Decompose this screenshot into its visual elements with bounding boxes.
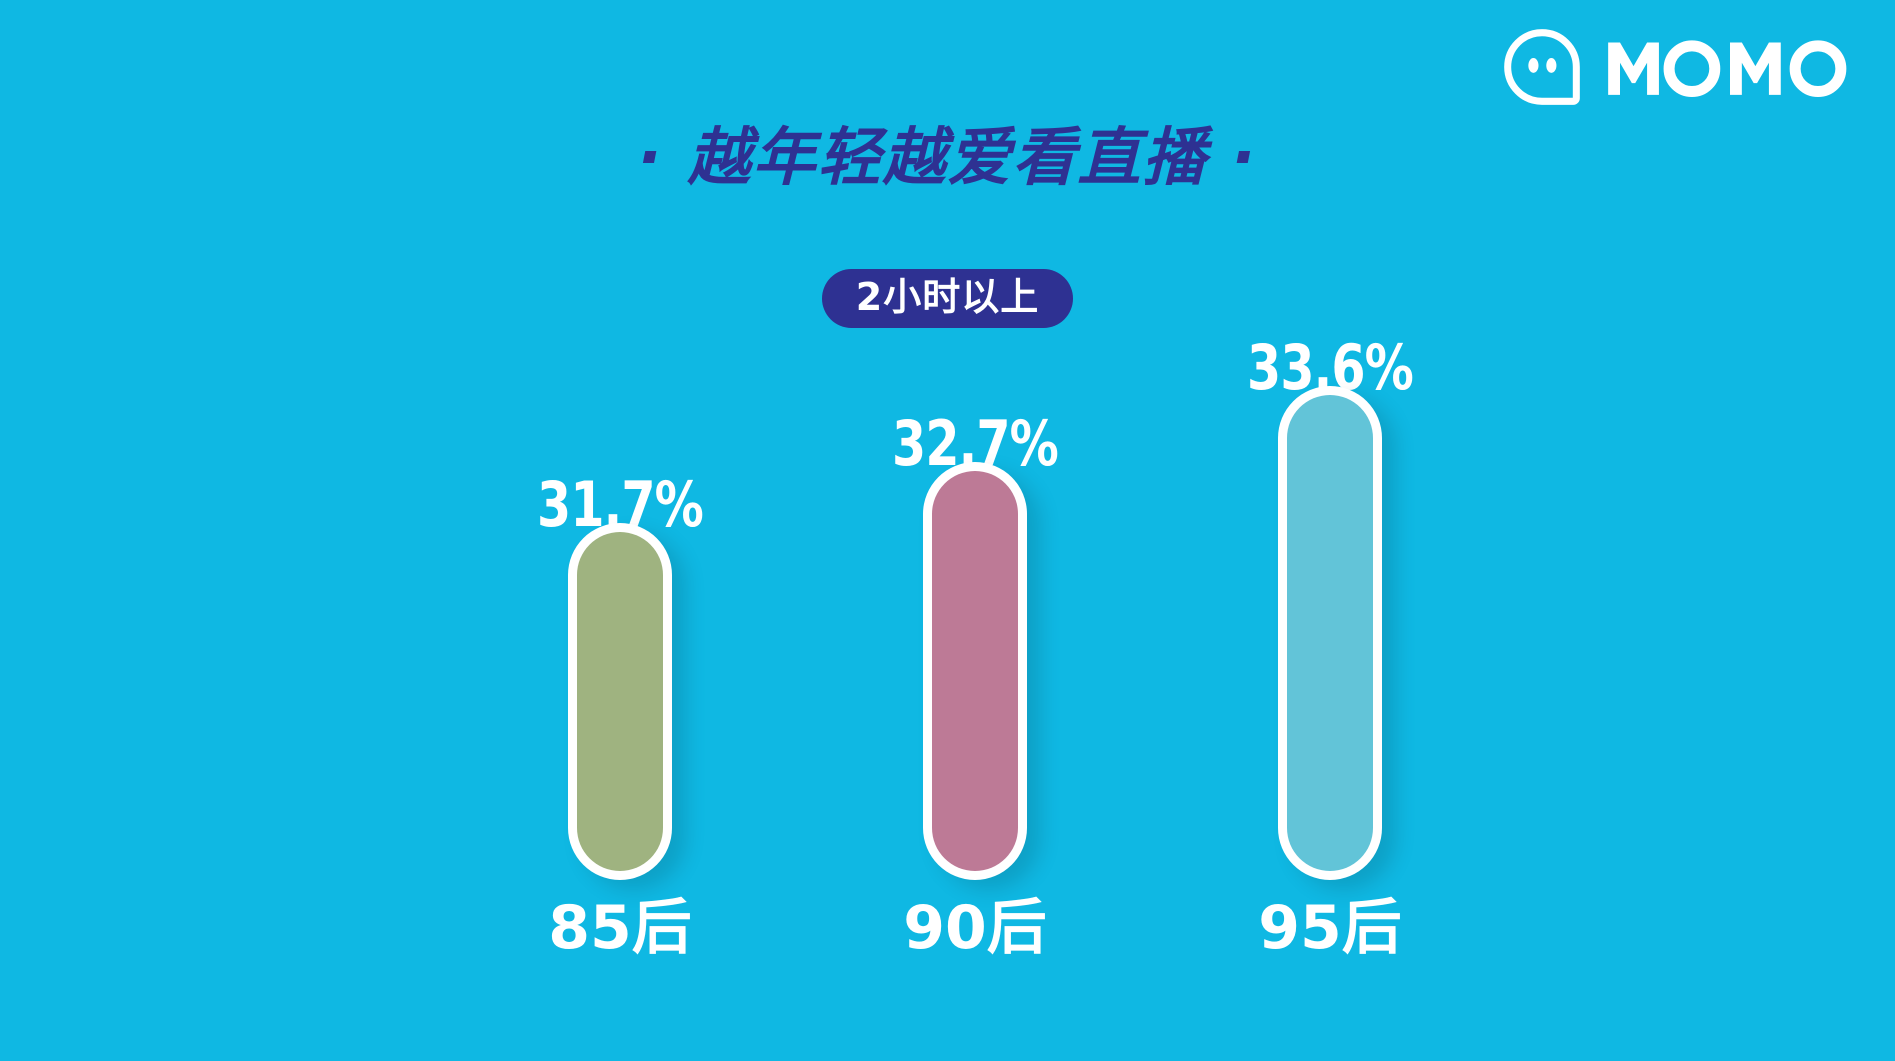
duration-badge: 2小时以上 bbox=[821, 269, 1074, 328]
bar-group-90后: 32.7% 90后 bbox=[845, 0, 1105, 1061]
bar-fill bbox=[577, 532, 663, 871]
momo-brand-logo bbox=[1503, 28, 1859, 106]
bar-fill bbox=[932, 471, 1018, 871]
bar-95后 bbox=[1278, 386, 1382, 880]
badge-row: 2小时以上 bbox=[0, 269, 1895, 328]
bar-category-label: 90后 bbox=[903, 893, 1047, 963]
bar-90后 bbox=[923, 462, 1027, 880]
momo-speech-bubble-icon bbox=[1504, 29, 1580, 105]
bar-category-label: 95后 bbox=[1258, 893, 1402, 963]
page-title: · 越年轻越爱看直播 · bbox=[0, 126, 1895, 189]
bar-category-label: 85后 bbox=[548, 893, 692, 963]
bar-85后 bbox=[568, 523, 672, 880]
bar-fill bbox=[1287, 395, 1373, 871]
momo-wordmark bbox=[1608, 40, 1847, 98]
page-title-text: · 越年轻越爱看直播 · bbox=[637, 121, 1258, 194]
bar-group-95后: 33.6% 95后 bbox=[1200, 0, 1460, 1061]
bar-group-85后: 31.7% 85后 bbox=[490, 0, 750, 1061]
